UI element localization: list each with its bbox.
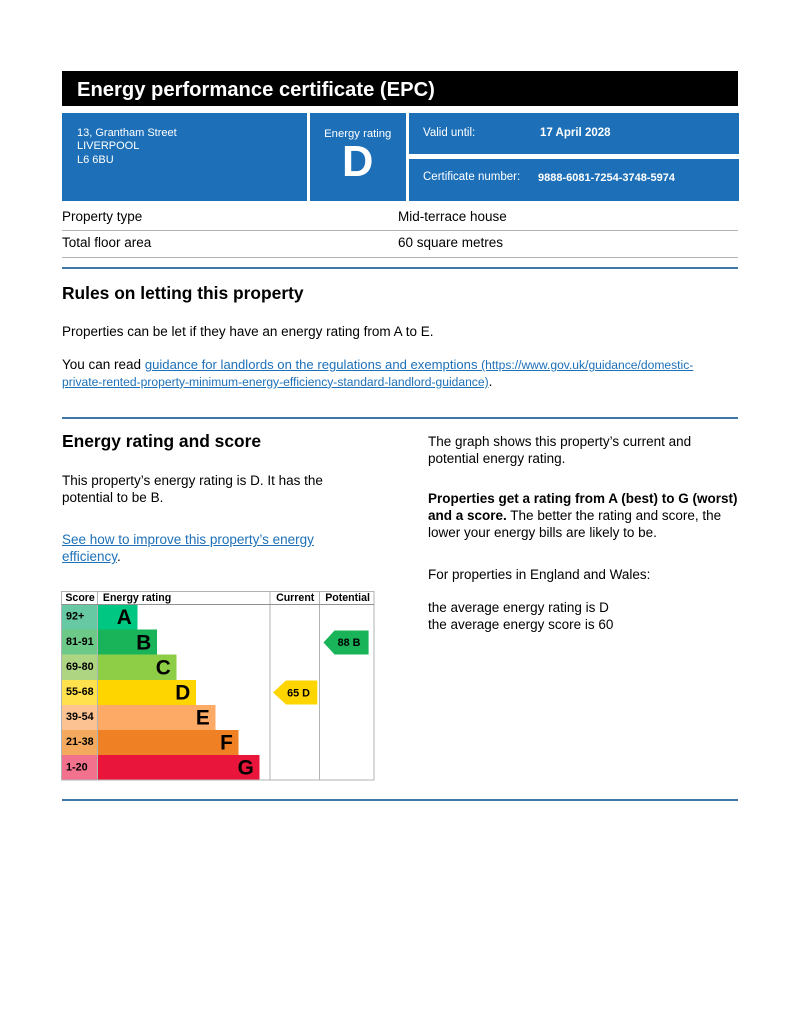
- svg-text:G: G: [238, 757, 254, 780]
- svg-text:1-20: 1-20: [66, 761, 88, 773]
- svg-text:Potential: Potential: [325, 592, 370, 604]
- svg-text:A: A: [117, 606, 132, 629]
- svg-text:39-54: 39-54: [66, 711, 94, 723]
- svg-text:E: E: [196, 707, 210, 730]
- svg-text:92+: 92+: [66, 611, 84, 623]
- svg-text:F: F: [220, 732, 233, 755]
- svg-text:Score: Score: [65, 592, 95, 604]
- svg-text:69-80: 69-80: [66, 661, 94, 673]
- svg-text:88 B: 88 B: [338, 637, 361, 649]
- svg-text:21-38: 21-38: [66, 736, 94, 748]
- svg-text:C: C: [156, 656, 171, 679]
- svg-text:B: B: [136, 631, 151, 654]
- svg-text:Current: Current: [276, 592, 315, 604]
- svg-text:55-68: 55-68: [66, 686, 94, 698]
- svg-text:65 D: 65 D: [287, 687, 310, 699]
- svg-text:Energy rating: Energy rating: [103, 592, 171, 604]
- svg-text:D: D: [175, 681, 190, 704]
- svg-text:81-91: 81-91: [66, 636, 94, 648]
